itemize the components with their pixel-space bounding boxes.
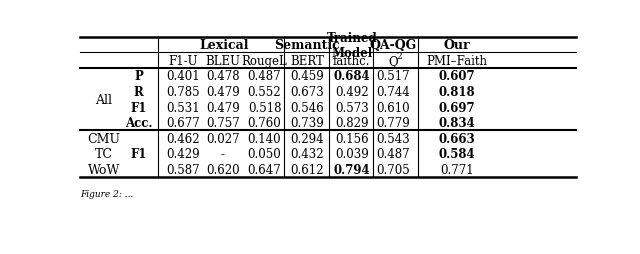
Text: faithc.: faithc. <box>333 54 371 67</box>
Text: 0.677: 0.677 <box>166 117 200 130</box>
Text: 0.587: 0.587 <box>166 163 200 176</box>
Text: All: All <box>95 93 112 106</box>
Text: 0.478: 0.478 <box>206 70 239 83</box>
Text: 0.401: 0.401 <box>166 70 200 83</box>
Text: BERT: BERT <box>290 54 324 67</box>
Text: 0.518: 0.518 <box>248 101 281 114</box>
Text: Figure 2: ...: Figure 2: ... <box>80 189 133 198</box>
Text: Semantic: Semantic <box>275 39 340 52</box>
Text: 0.829: 0.829 <box>335 117 369 130</box>
Text: 0.050: 0.050 <box>248 148 282 161</box>
Text: 0.794: 0.794 <box>333 163 370 176</box>
Text: 0.429: 0.429 <box>166 148 200 161</box>
Text: 0.610: 0.610 <box>377 101 410 114</box>
Text: F1-U: F1-U <box>168 54 198 67</box>
Text: 0.546: 0.546 <box>291 101 324 114</box>
Text: 0.607: 0.607 <box>438 70 476 83</box>
Text: 0.479: 0.479 <box>206 86 240 99</box>
Text: 0.156: 0.156 <box>335 132 369 145</box>
Text: R: R <box>134 86 143 99</box>
Text: Lexical: Lexical <box>199 39 248 52</box>
Text: Q: Q <box>388 54 398 67</box>
Text: 0.818: 0.818 <box>438 86 476 99</box>
Text: 0.760: 0.760 <box>248 117 282 130</box>
Text: PMI–Faith: PMI–Faith <box>426 54 488 67</box>
Text: 0.697: 0.697 <box>438 101 476 114</box>
Text: 0.039: 0.039 <box>335 148 369 161</box>
Text: 0.705: 0.705 <box>376 163 410 176</box>
Text: Trained
Model: Trained Model <box>326 32 377 59</box>
Text: 0.647: 0.647 <box>248 163 282 176</box>
Text: 0.552: 0.552 <box>248 86 282 99</box>
Text: WoW: WoW <box>88 163 120 176</box>
Text: 0.663: 0.663 <box>438 132 476 145</box>
Text: 0.757: 0.757 <box>206 117 240 130</box>
Text: Our: Our <box>444 39 470 52</box>
Text: 2: 2 <box>396 52 401 60</box>
Text: 0.573: 0.573 <box>335 101 369 114</box>
Text: 0.487: 0.487 <box>248 70 282 83</box>
Text: CMU: CMU <box>87 132 120 145</box>
Text: F1: F1 <box>131 148 147 161</box>
Text: 0.779: 0.779 <box>376 117 410 130</box>
Text: 0.620: 0.620 <box>206 163 239 176</box>
Text: TC: TC <box>95 148 113 161</box>
Text: 0.739: 0.739 <box>291 117 324 130</box>
Text: 0.673: 0.673 <box>291 86 324 99</box>
Text: 0.140: 0.140 <box>248 132 282 145</box>
Text: 0.479: 0.479 <box>206 101 240 114</box>
Text: 0.294: 0.294 <box>291 132 324 145</box>
Text: 0.462: 0.462 <box>166 132 200 145</box>
Text: 0.785: 0.785 <box>166 86 200 99</box>
Text: 0.584: 0.584 <box>438 148 476 161</box>
Text: P: P <box>134 70 143 83</box>
Text: 0.459: 0.459 <box>291 70 324 83</box>
Text: 0.027: 0.027 <box>206 132 239 145</box>
Text: -: - <box>221 148 225 161</box>
Text: 0.744: 0.744 <box>376 86 410 99</box>
Text: 0.543: 0.543 <box>376 132 410 145</box>
Text: BLEU: BLEU <box>205 54 241 67</box>
Text: 0.487: 0.487 <box>377 148 410 161</box>
Text: 0.771: 0.771 <box>440 163 474 176</box>
Text: Acc.: Acc. <box>125 117 152 130</box>
Text: QA-QG: QA-QG <box>370 39 417 52</box>
Text: 0.492: 0.492 <box>335 86 369 99</box>
Text: F1: F1 <box>131 101 147 114</box>
Text: RougeL: RougeL <box>242 54 287 67</box>
Text: 0.531: 0.531 <box>166 101 200 114</box>
Text: 0.612: 0.612 <box>291 163 324 176</box>
Text: 0.684: 0.684 <box>333 70 370 83</box>
Text: 0.432: 0.432 <box>291 148 324 161</box>
Text: 0.834: 0.834 <box>438 117 476 130</box>
Text: 0.517: 0.517 <box>377 70 410 83</box>
